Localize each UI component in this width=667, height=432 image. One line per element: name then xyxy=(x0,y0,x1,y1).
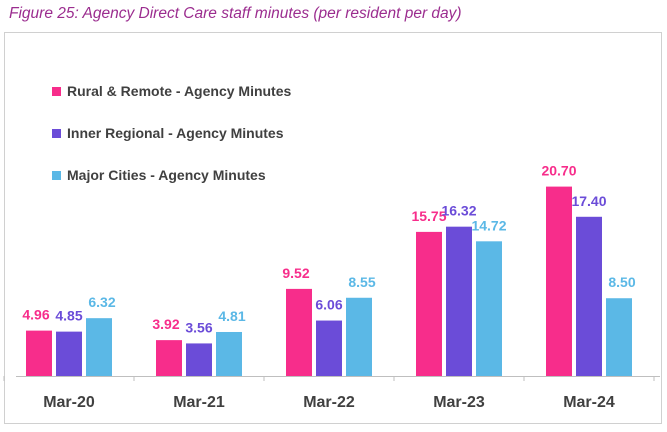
bar xyxy=(86,318,112,376)
legend-swatch-major-cities xyxy=(52,170,61,180)
data-label: 6.32 xyxy=(88,294,115,310)
data-label: 8.55 xyxy=(348,274,375,290)
bar xyxy=(56,331,82,376)
bar xyxy=(26,330,52,376)
data-label: 3.56 xyxy=(185,319,212,335)
x-tick-label: Mar-23 xyxy=(433,394,485,411)
legend-item-major-cities: Major Cities - Agency Minutes xyxy=(52,154,291,196)
x-tick-label: Mar-24 xyxy=(563,394,615,411)
x-tick-label: Mar-21 xyxy=(173,394,225,411)
bar xyxy=(346,297,372,376)
data-label: 20.70 xyxy=(541,163,576,179)
data-label: 4.85 xyxy=(55,308,82,324)
data-label: 14.72 xyxy=(471,217,506,233)
data-label: 8.50 xyxy=(608,274,635,290)
legend-label-rural-remote: Rural & Remote - Agency Minutes xyxy=(67,83,292,99)
x-tick-label: Mar-22 xyxy=(303,394,355,411)
data-label: 15.75 xyxy=(411,208,446,224)
data-label: 4.96 xyxy=(22,307,49,323)
bar xyxy=(576,216,602,376)
bar xyxy=(606,298,632,376)
legend-item-inner-regional: Inner Regional - Agency Minutes xyxy=(52,112,291,154)
bar xyxy=(216,331,242,376)
bar xyxy=(316,320,342,376)
data-label: 9.52 xyxy=(282,265,309,281)
bar xyxy=(446,226,472,376)
x-tick-label: Mar-20 xyxy=(43,394,95,411)
bar xyxy=(186,343,212,376)
chart-legend: Rural & Remote - Agency Minutes Inner Re… xyxy=(52,70,291,196)
bar xyxy=(156,340,182,376)
bar xyxy=(546,186,572,376)
data-label: 4.81 xyxy=(218,308,245,324)
legend-item-rural-remote: Rural & Remote - Agency Minutes xyxy=(52,70,291,112)
data-label: 17.40 xyxy=(571,193,606,209)
bar xyxy=(476,241,502,376)
legend-label-inner-regional: Inner Regional - Agency Minutes xyxy=(67,125,284,141)
legend-swatch-rural-remote xyxy=(52,86,61,96)
legend-swatch-inner-regional xyxy=(52,128,61,138)
legend-label-major-cities: Major Cities - Agency Minutes xyxy=(67,167,266,183)
bar xyxy=(416,231,442,376)
data-label: 3.92 xyxy=(152,316,179,332)
data-label: 16.32 xyxy=(441,203,476,219)
chart-title: Figure 25: Agency Direct Care staff minu… xyxy=(9,5,462,22)
data-label: 6.06 xyxy=(315,297,342,313)
bar xyxy=(286,288,312,376)
